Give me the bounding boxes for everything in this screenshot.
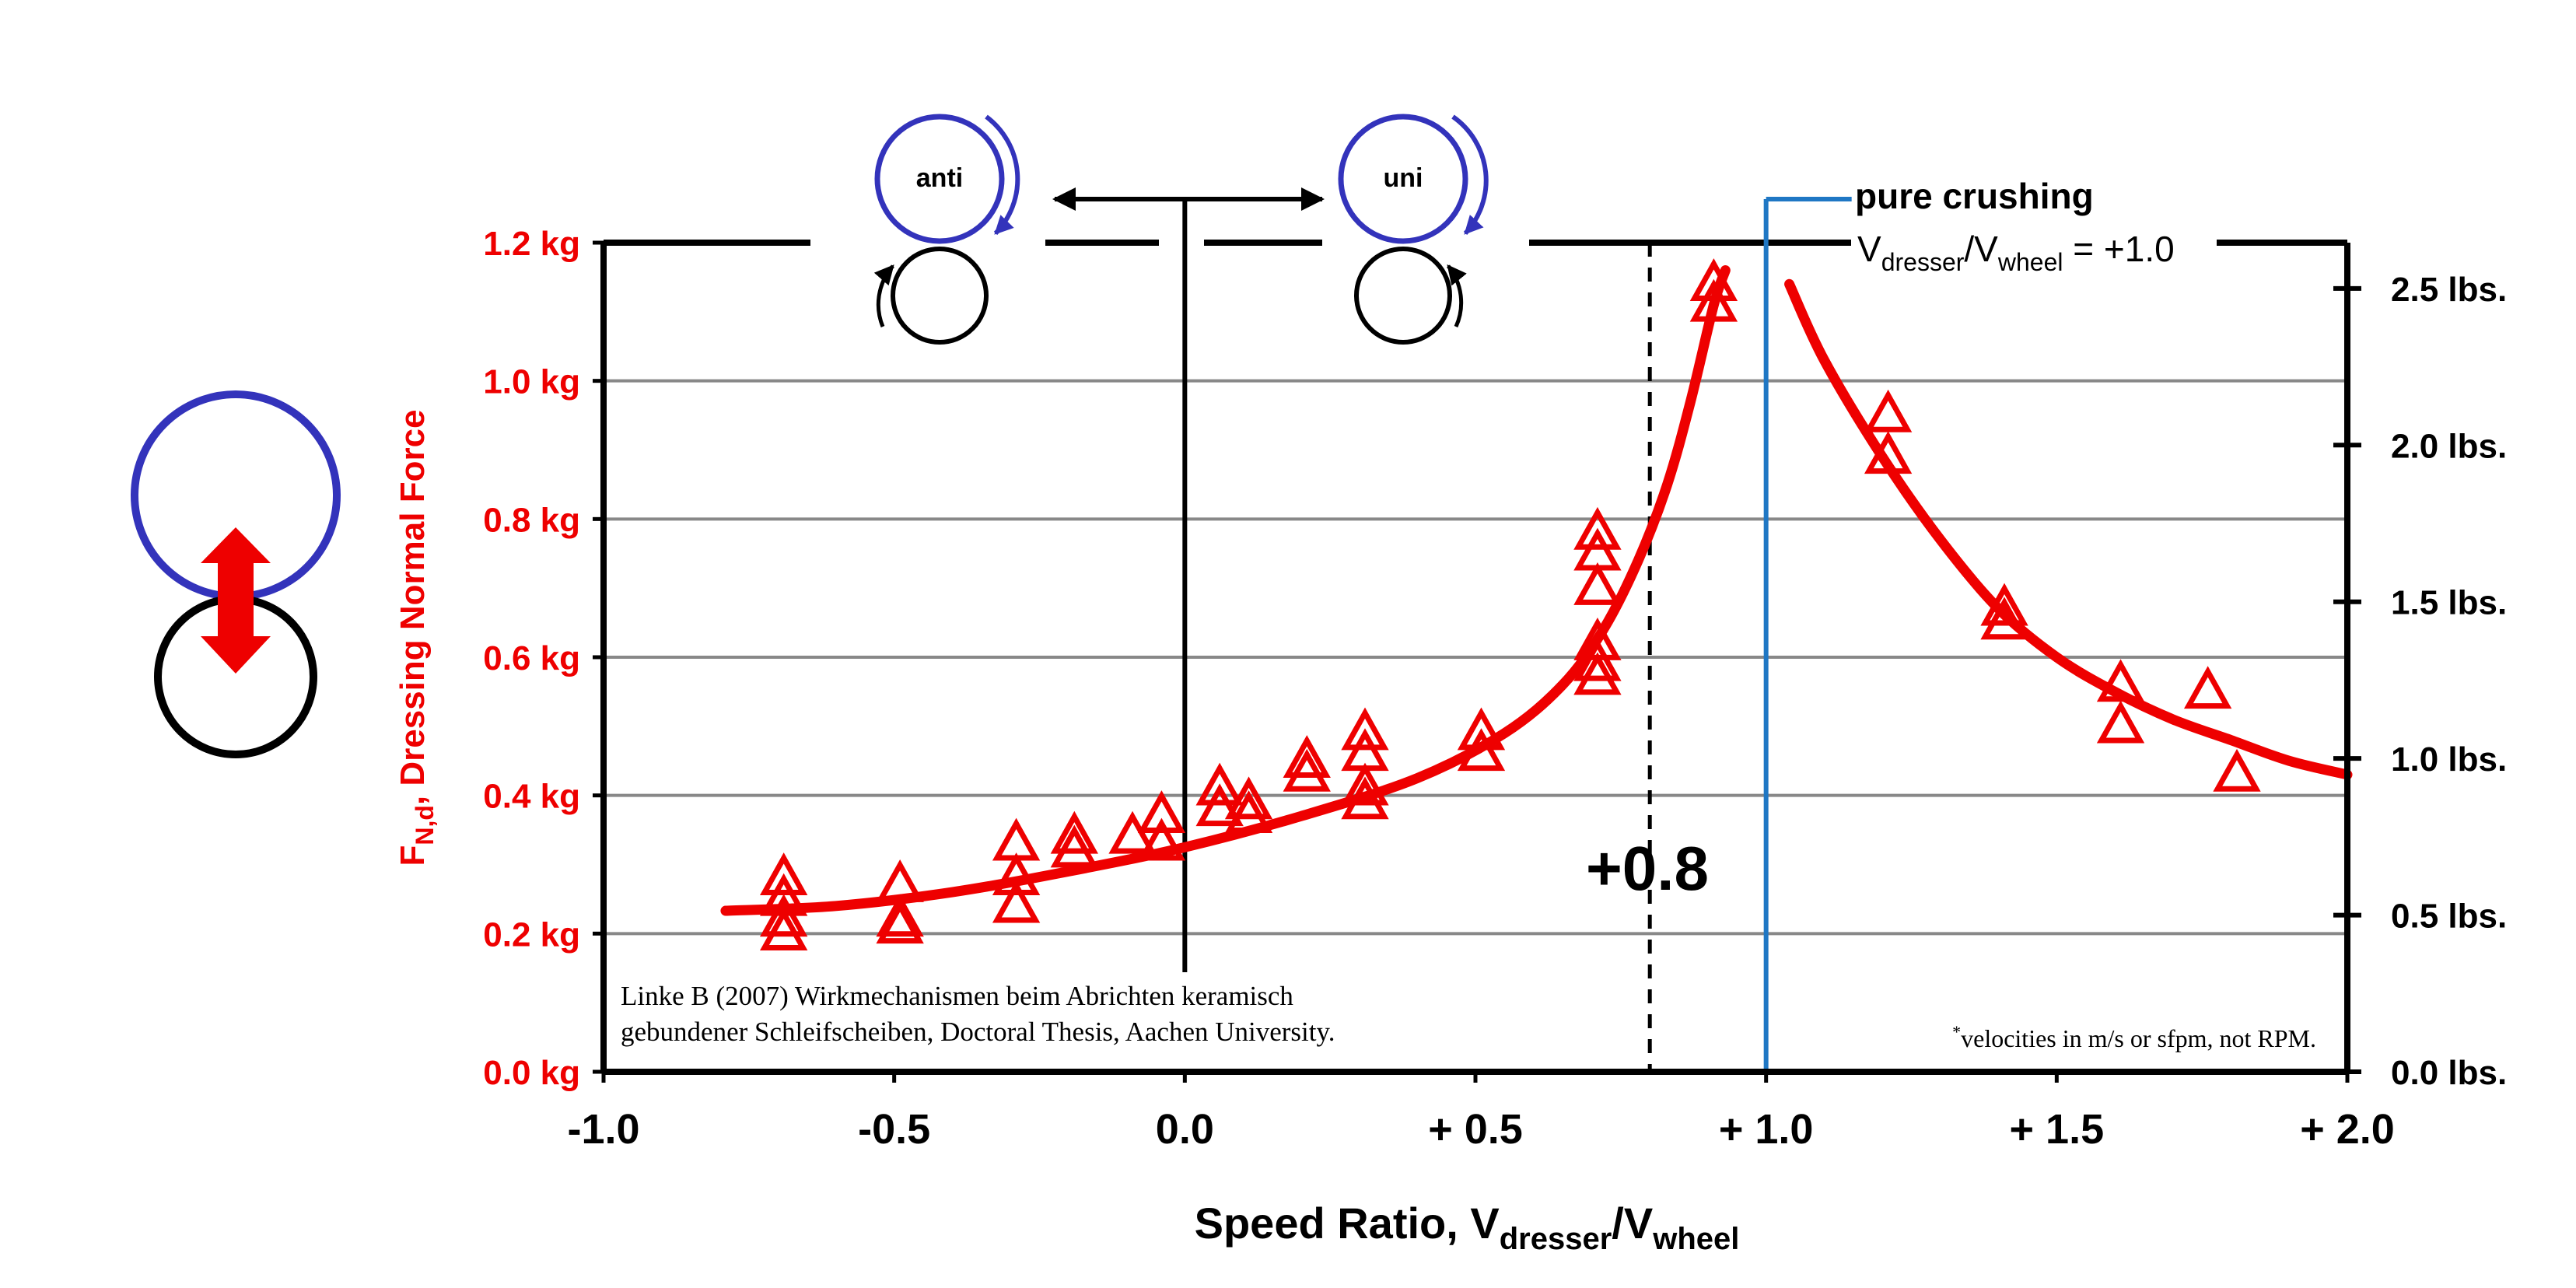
data-point-triangle xyxy=(1224,776,1273,820)
data-point-triangle xyxy=(1137,817,1186,861)
data-point-triangle xyxy=(760,908,808,951)
citation-line-2: gebundener Schleifscheiben, Doctoral The… xyxy=(621,1017,1335,1047)
data-point-triangle xyxy=(1573,506,1622,550)
data-point-triangle xyxy=(1689,258,1738,301)
fit-curve-right xyxy=(1784,278,2353,780)
data-point-triangle xyxy=(876,894,924,937)
right-tick-label: 0.5 lbs. xyxy=(2391,898,2507,936)
data-point-triangle xyxy=(2096,700,2145,744)
data-point-triangle xyxy=(1283,735,1331,778)
x-tick-label: + 1.0 xyxy=(1719,1106,1814,1153)
anti-wheel-circle xyxy=(874,114,1005,244)
x-tick-label: + 2.0 xyxy=(2300,1106,2395,1153)
data-point-triangle xyxy=(2183,666,2232,709)
left-tick-label: 0.8 kg xyxy=(483,501,580,539)
x-axis-label: Speed Ratio, Vdresser/Vwheel xyxy=(1195,1199,1740,1256)
force-double-arrow-icon xyxy=(201,527,271,674)
x-tick-label: + 1.5 xyxy=(2010,1106,2105,1153)
data-point-triangle xyxy=(1573,652,1622,695)
data-point-triangle xyxy=(1573,638,1622,681)
x-tick-label: -0.5 xyxy=(858,1106,930,1153)
data-point-triangle xyxy=(760,894,808,937)
left-tick-label: 1.2 kg xyxy=(483,225,580,263)
annotation-pure-crushing: pure crushing xyxy=(1855,176,2094,216)
annotation-plus-0-8: +0.8 xyxy=(1586,834,1709,903)
uni-label: uni xyxy=(1384,163,1423,193)
uni-dresser-rotation-arrow xyxy=(1447,264,1467,328)
data-point-triangle xyxy=(1050,824,1099,868)
left-tick-label: 0.4 kg xyxy=(483,778,580,816)
data-point-triangle xyxy=(1573,562,1622,605)
right-tick-label: 1.0 lbs. xyxy=(2391,740,2507,779)
uni-schematic: uni xyxy=(1338,114,1489,345)
anti-schematic: anti xyxy=(873,114,1020,345)
vertical-lines xyxy=(1182,197,1852,1072)
anti-dresser-circle xyxy=(891,247,989,345)
data-point-triangle xyxy=(1864,431,1913,474)
data-point-triangle xyxy=(992,852,1041,895)
data-point-triangle xyxy=(992,880,1041,923)
right-tick-label: 1.5 lbs. xyxy=(2391,584,2507,622)
fit-curve-left xyxy=(720,265,1731,916)
data-point-triangle xyxy=(1980,597,2028,640)
gridlines xyxy=(604,379,2347,936)
tick-labels: 0.0 kg 0.2 kg 0.4 kg 0.6 kg 0.8 kg 1.0 kg 1.2 … xyxy=(483,225,2507,1153)
data-point-triangle xyxy=(2213,748,2261,792)
data-point-triangle xyxy=(1341,776,1389,820)
data-point-triangle xyxy=(1108,810,1157,854)
x-tick-label: -1.0 xyxy=(567,1106,639,1153)
data-point-triangle xyxy=(876,901,924,944)
x-tick-label: 0.0 xyxy=(1156,1106,1214,1153)
uni-dresser-circle xyxy=(1354,247,1452,345)
data-point-triangle xyxy=(1224,790,1273,834)
data-point-triangle xyxy=(1195,762,1244,806)
data-point-triangle xyxy=(760,852,808,895)
data-point-triangle xyxy=(1341,707,1389,751)
anti-wheel-rotation-arrow xyxy=(985,114,1020,236)
anti-label: anti xyxy=(916,163,963,193)
data-point-triangle xyxy=(1195,783,1244,827)
data-point-triangle xyxy=(1457,728,1506,772)
data-point-triangle xyxy=(2096,659,2145,702)
left-tick-label: 0.6 kg xyxy=(483,639,580,677)
data-point-triangle xyxy=(1341,762,1389,806)
annotation-ratio-equals: Vdresser/Vwheel = +1.0 xyxy=(1857,229,2175,276)
anti-dresser-rotation-arrow xyxy=(873,264,894,327)
uni-wheel-rotation-arrow xyxy=(1451,114,1489,236)
data-point-triangle xyxy=(1457,707,1506,751)
left-tick-label: 1.0 kg xyxy=(483,363,580,401)
x-tick-label: + 0.5 xyxy=(1428,1106,1523,1153)
data-point-triangle xyxy=(1283,748,1331,792)
right-tick-label: 2.0 lbs. xyxy=(2391,427,2507,465)
data-point-triangle xyxy=(1137,790,1186,834)
fit-curves xyxy=(720,265,2353,916)
right-tick-label: 2.5 lbs. xyxy=(2391,271,2507,309)
data-point-triangle xyxy=(1050,810,1099,854)
data-points xyxy=(760,258,2261,951)
uni-wheel-circle xyxy=(1338,114,1468,244)
data-point-triangle xyxy=(1864,389,1913,432)
citation-line-1: Linke B (2007) Wirkmechanismen beim Abri… xyxy=(621,981,1293,1011)
left-tick-label: 0.0 kg xyxy=(483,1054,580,1092)
data-point-triangle xyxy=(1980,583,2028,626)
force-schematic xyxy=(131,390,341,758)
y-axis-label: FN,d, Dressing Normal Force xyxy=(394,409,439,866)
data-point-triangle xyxy=(1689,278,1738,322)
footnote: *velocities in m/s or sfpm, not RPM. xyxy=(1952,1022,2316,1052)
right-tick-label: 0.0 lbs. xyxy=(2391,1054,2507,1092)
left-tick-label: 0.2 kg xyxy=(483,915,580,954)
